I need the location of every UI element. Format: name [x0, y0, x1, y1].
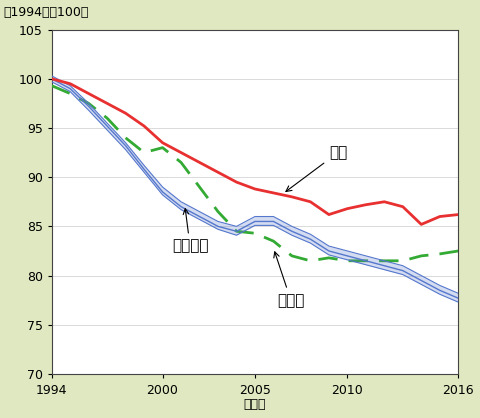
X-axis label: （年）: （年） — [243, 398, 265, 411]
Text: アメリカ: アメリカ — [171, 209, 208, 254]
Text: ドイツ: ドイツ — [273, 252, 304, 308]
Text: （1994年＝100）: （1994年＝100） — [3, 6, 88, 19]
Text: 日本: 日本 — [285, 145, 347, 191]
